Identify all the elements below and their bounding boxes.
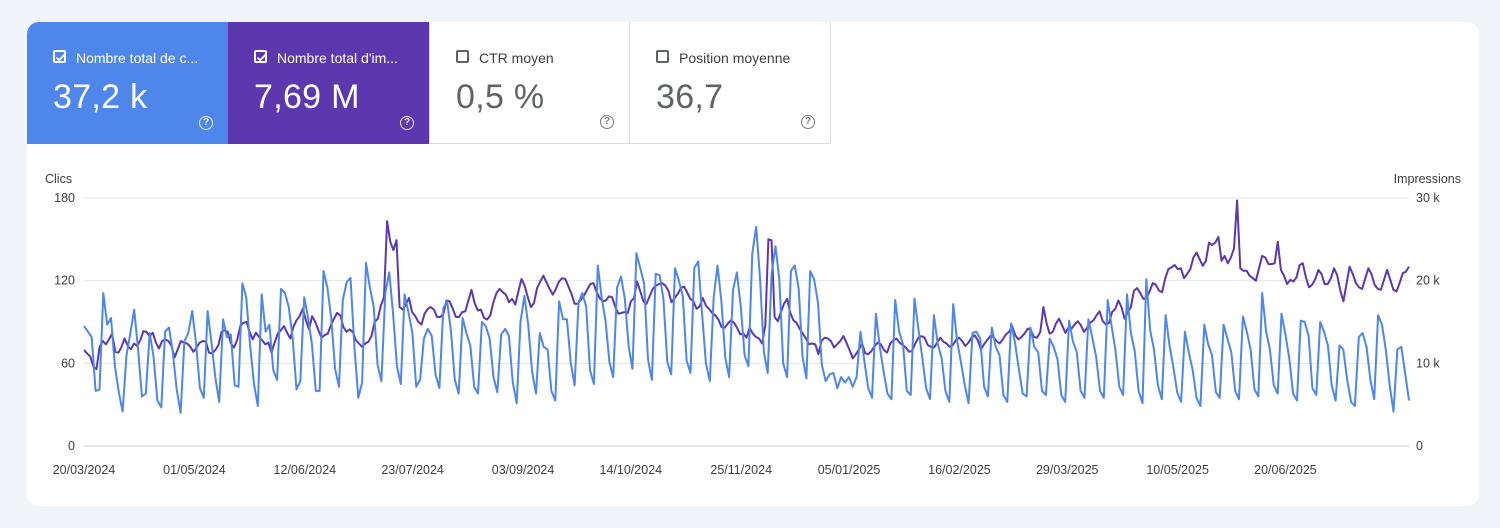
y-left-tick-label: 60 bbox=[61, 356, 75, 370]
performance-chart: Clics Impressions 0 60 120 180 0 10 k 20 k 30 … bbox=[45, 172, 1461, 477]
x-tick-label: 20/06/2025 bbox=[1254, 463, 1317, 477]
y-axis-left: 0 60 120 180 bbox=[54, 191, 75, 453]
metric-value: 36,7 bbox=[656, 78, 724, 116]
help-icon[interactable]: ? bbox=[400, 116, 414, 130]
chart-series bbox=[83, 199, 1410, 414]
metric-tiles: Nombre total de c... 37,2 k ? Nombre tot… bbox=[27, 22, 831, 144]
checkbox-checked-icon[interactable] bbox=[53, 50, 66, 63]
metric-value: 7,69 M bbox=[254, 78, 360, 116]
checkbox-unchecked-icon[interactable] bbox=[656, 50, 669, 63]
x-tick-label: 25/11/2024 bbox=[710, 463, 772, 477]
x-axis: 20/03/2024 01/05/2024 12/06/2024 23/07/2024… bbox=[53, 463, 1317, 477]
y-right-tick-label: 20 k bbox=[1416, 274, 1440, 288]
y-left-tick-label: 120 bbox=[54, 274, 75, 288]
x-tick-label: 20/03/2024 bbox=[53, 463, 116, 477]
y-right-tick-label: 10 k bbox=[1416, 356, 1440, 370]
chart-grid bbox=[84, 197, 1409, 447]
help-icon[interactable]: ? bbox=[600, 115, 614, 129]
help-icon[interactable]: ? bbox=[199, 116, 213, 130]
metric-ctr[interactable]: CTR moyen 0,5 % ? bbox=[429, 22, 630, 144]
checkbox-checked-icon[interactable] bbox=[254, 50, 267, 63]
x-tick-label: 03/09/2024 bbox=[492, 463, 555, 477]
metric-clicks[interactable]: Nombre total de c... 37,2 k ? bbox=[27, 22, 228, 144]
series-line-impressions bbox=[83, 199, 1410, 371]
y-axis-right-title: Impressions bbox=[1394, 172, 1461, 186]
performance-card: Nombre total de c... 37,2 k ? Nombre tot… bbox=[27, 22, 1479, 506]
series-line-clicks bbox=[83, 225, 1410, 414]
y-axis-right: 0 10 k 20 k 30 k bbox=[1416, 191, 1440, 453]
metric-value: 37,2 k bbox=[53, 78, 148, 116]
metric-impressions[interactable]: Nombre total d'im... 7,69 M ? bbox=[228, 22, 429, 144]
x-tick-label: 29/03/2025 bbox=[1036, 463, 1099, 477]
y-right-tick-label: 0 bbox=[1416, 439, 1423, 453]
y-left-tick-label: 180 bbox=[54, 191, 75, 205]
x-tick-label: 14/10/2024 bbox=[600, 463, 663, 477]
help-icon[interactable]: ? bbox=[801, 115, 815, 129]
x-tick-label: 01/05/2024 bbox=[163, 463, 226, 477]
y-left-tick-label: 0 bbox=[68, 439, 75, 453]
checkbox-unchecked-icon[interactable] bbox=[456, 50, 469, 63]
x-tick-label: 10/05/2025 bbox=[1146, 463, 1209, 477]
y-right-tick-label: 30 k bbox=[1416, 191, 1440, 205]
x-tick-label: 16/02/2025 bbox=[928, 463, 991, 477]
x-tick-label: 12/06/2024 bbox=[274, 463, 337, 477]
metric-value: 0,5 % bbox=[456, 78, 545, 116]
metric-position[interactable]: Position moyenne 36,7 ? bbox=[630, 22, 831, 144]
x-tick-label: 23/07/2024 bbox=[381, 463, 444, 477]
x-tick-label: 05/01/2025 bbox=[818, 463, 881, 477]
y-axis-left-title: Clics bbox=[45, 172, 72, 186]
